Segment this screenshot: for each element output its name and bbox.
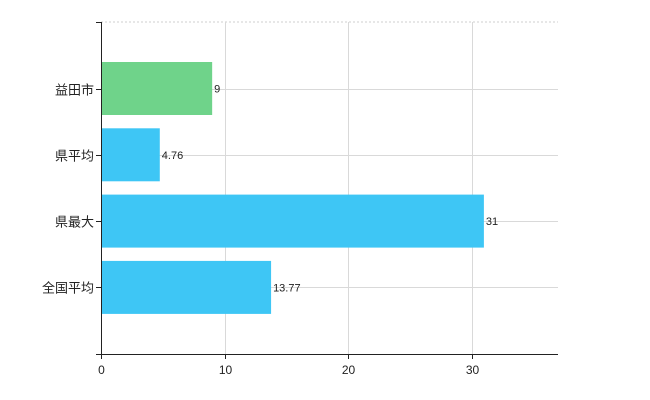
axis-layer (96, 22, 558, 359)
bar-layer (102, 62, 484, 314)
data-label: 4.76 (162, 150, 183, 162)
x-tick-label: 0 (98, 363, 105, 377)
x-tick-label: 30 (466, 363, 480, 377)
data-label: 31 (486, 216, 498, 228)
data-label: 9 (214, 84, 220, 96)
x-tick-label: 10 (219, 363, 233, 377)
category-label: 県最大 (55, 216, 94, 231)
bar[interactable] (102, 62, 213, 115)
data-label: 13.77 (273, 282, 301, 294)
category-label: 県平均 (55, 150, 94, 165)
bar[interactable] (102, 128, 160, 182)
bar[interactable] (102, 194, 484, 248)
bar[interactable] (102, 260, 272, 314)
category-label: 全国平均 (42, 281, 94, 297)
x-tick-label: 20 (342, 363, 356, 377)
category-label: 益田市 (55, 83, 94, 99)
